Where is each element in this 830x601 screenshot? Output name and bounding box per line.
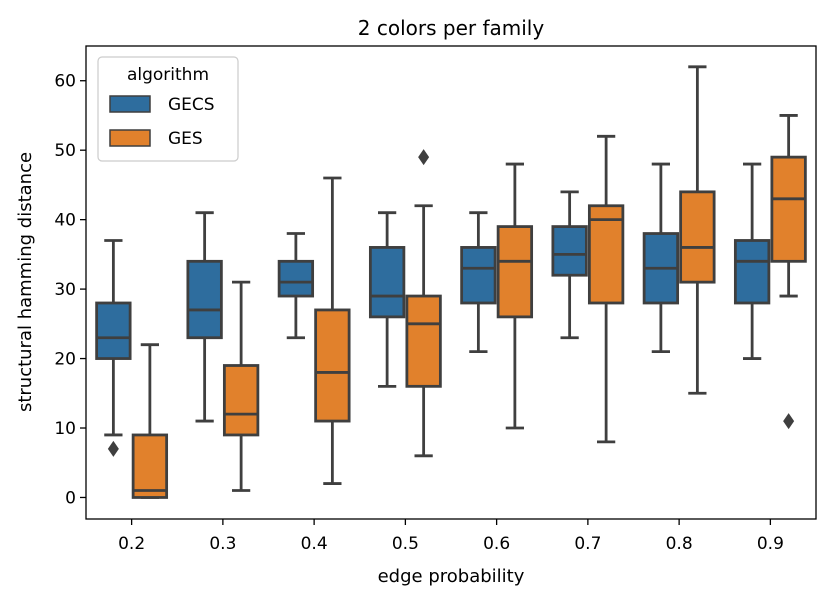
legend-swatch-gecs xyxy=(109,95,151,113)
x-axis: 0.2 0.3 0.4 0.5 0.6 0.7 0.8 0.9 xyxy=(118,519,784,554)
box-ges-0.7 xyxy=(587,134,625,444)
box-gecs-0.9 xyxy=(733,162,771,360)
box-gecs-0.2 xyxy=(95,239,132,457)
x-tick-label: 0.2 xyxy=(118,534,145,554)
iqr-box xyxy=(186,259,223,340)
x-tick-label: 0.5 xyxy=(392,534,419,554)
box-gecs-0.5 xyxy=(368,211,406,388)
y-tick-label: 40 xyxy=(54,211,76,231)
x-axis-label: edge probability xyxy=(378,566,525,587)
iqr-box xyxy=(368,246,406,319)
iqr-box xyxy=(460,246,497,305)
y-axis-label: structural hamming distance xyxy=(15,152,36,412)
x-tick-label: 0.6 xyxy=(483,534,510,554)
iqr-box xyxy=(679,190,716,284)
y-tick-label: 10 xyxy=(54,419,76,439)
legend-label-ges: GES xyxy=(168,129,203,149)
box-gecs-0.4 xyxy=(277,232,315,340)
box-ges-0.3 xyxy=(222,280,260,492)
iqr-box xyxy=(314,308,351,423)
box-ges-0.9 xyxy=(770,114,807,430)
iqr-box xyxy=(770,155,807,263)
chart-title: 2 colors per family xyxy=(358,16,545,40)
y-tick-label: 30 xyxy=(54,280,76,300)
iqr-box xyxy=(733,239,771,305)
legend-label-gecs: GECS xyxy=(168,95,215,115)
box-ges-0.6 xyxy=(496,162,534,430)
y-tick-label: 20 xyxy=(54,350,76,370)
y-tick-label: 50 xyxy=(54,141,76,161)
box-ges-0.5 xyxy=(405,149,442,458)
y-axis: 0 10 20 30 40 50 60 xyxy=(54,72,86,508)
box-ges-0.2 xyxy=(131,343,169,499)
legend-swatch-ges xyxy=(109,129,151,147)
iqr-box xyxy=(587,204,625,305)
plot-frame xyxy=(85,45,817,520)
x-tick-label: 0.3 xyxy=(209,534,236,554)
plot-marks xyxy=(95,65,807,499)
iqr-box xyxy=(131,433,169,499)
box-ges-0.4 xyxy=(314,176,351,485)
iqr-box xyxy=(405,294,442,388)
iqr-box xyxy=(551,225,588,277)
y-tick-label: 0 xyxy=(65,488,76,508)
box-ges-0.8 xyxy=(679,65,716,395)
x-tick-label: 0.9 xyxy=(757,534,784,554)
x-tick-label: 0.4 xyxy=(301,534,328,554)
box-gecs-0.8 xyxy=(642,162,680,354)
legend-title: algorithm xyxy=(127,65,209,85)
outlier-point xyxy=(783,413,795,430)
iqr-box xyxy=(277,259,315,298)
iqr-box xyxy=(95,301,132,360)
box-gecs-0.6 xyxy=(460,211,497,354)
x-tick-label: 0.8 xyxy=(666,534,693,554)
iqr-box xyxy=(222,364,260,437)
x-tick-label: 0.7 xyxy=(574,534,601,554)
y-tick-label: 60 xyxy=(54,72,76,92)
box-gecs-0.7 xyxy=(551,190,588,340)
legend: algorithm GECS GES xyxy=(97,56,239,162)
box-gecs-0.3 xyxy=(186,211,223,423)
outlier-point xyxy=(107,440,119,457)
outlier-point xyxy=(418,149,430,166)
iqr-box xyxy=(496,225,534,319)
